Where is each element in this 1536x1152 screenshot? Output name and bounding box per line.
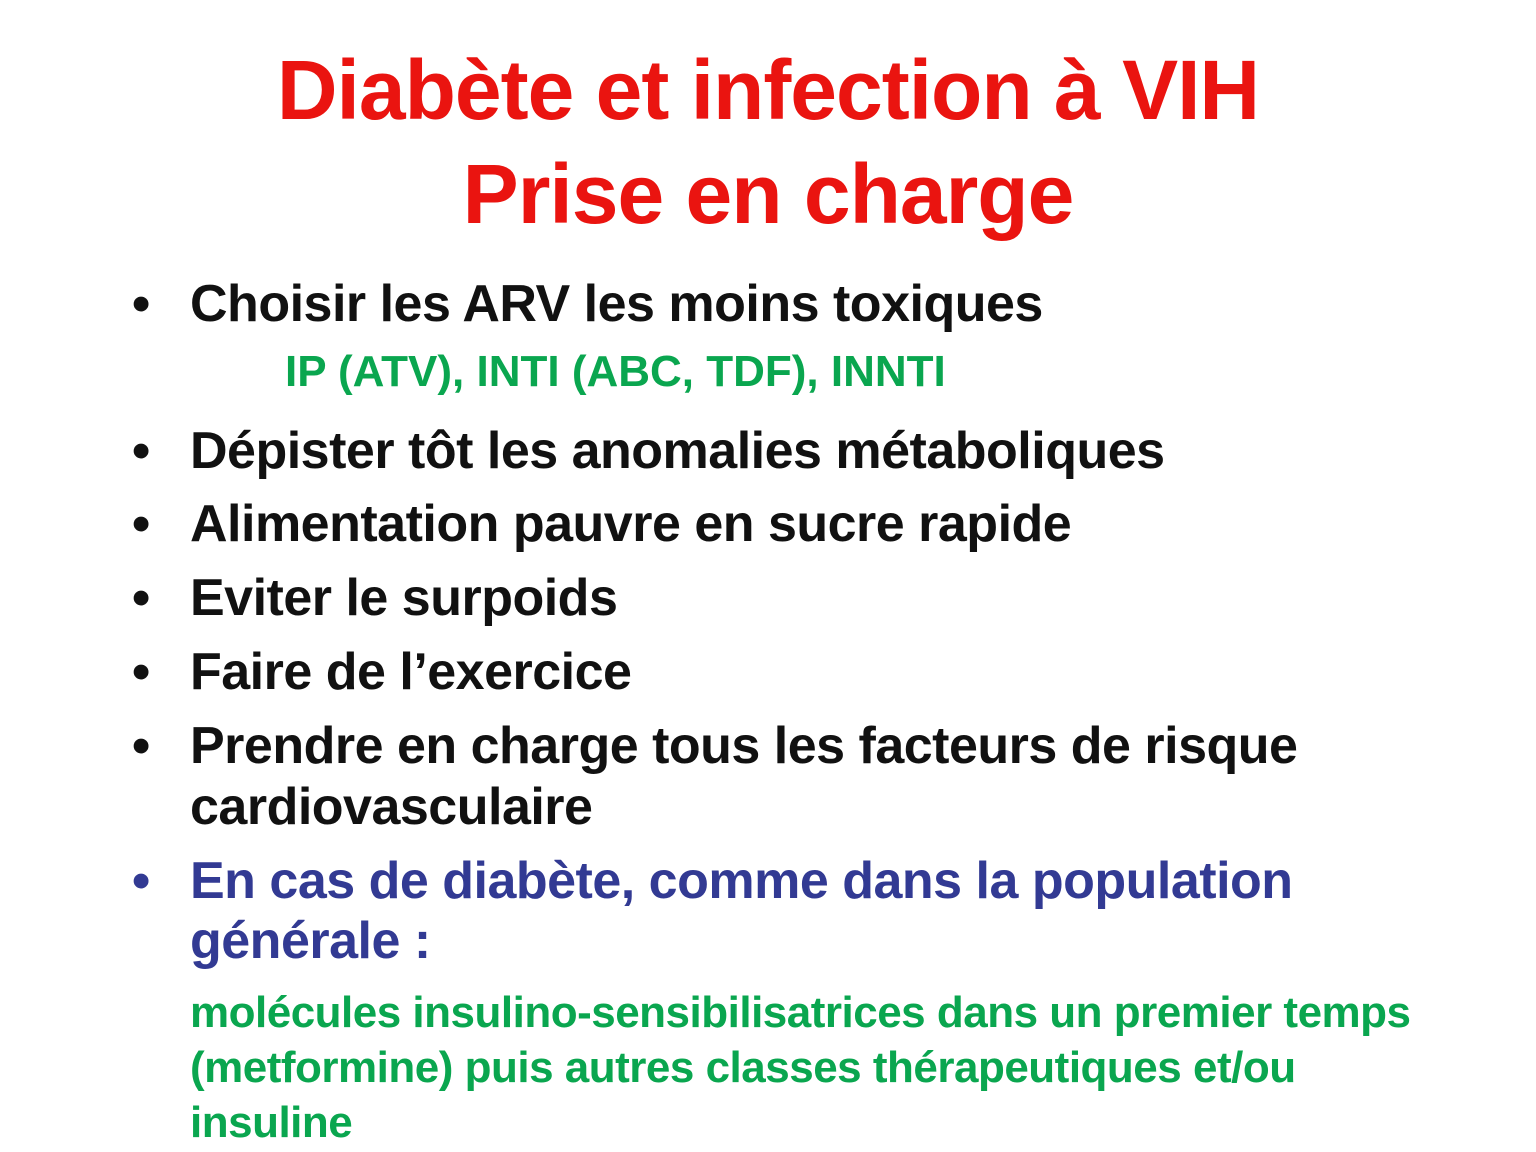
slide-title: Diabète et infection à VIH Prise en char… [0, 0, 1536, 246]
bullet-icon: • [132, 421, 150, 480]
bullet-text: cardiovasculaire [190, 777, 593, 836]
bullet-text: Eviter le surpoids [190, 569, 618, 628]
bullet-text: En cas de diabète, comme dans la populat… [190, 851, 1293, 910]
arv-detail-note: IP (ATV), INTI (ABC, TDF), INNTI [285, 347, 946, 397]
bullet-icon: • [132, 569, 150, 628]
bullet-text: Alimentation pauvre en sucre rapide [190, 495, 1072, 554]
bullet-icon: • [132, 275, 150, 334]
bullet-icon: • [132, 716, 150, 775]
bullet-item-depister: • Dépister tôt les anomalies métabolique… [130, 421, 1496, 482]
bullet-text: Dépister tôt les anomalies métaboliques [190, 421, 1165, 480]
slide-title-line-2: Prise en charge [462, 147, 1075, 242]
bullet-item-eviter-surpoids: • Eviter le surpoids [130, 568, 1496, 629]
bullet-text: générale : [190, 912, 431, 971]
bullet-item-exercice: • Faire de l’exercice [130, 642, 1496, 703]
bullet-item-alimentation: • Alimentation pauvre en sucre rapide [130, 494, 1496, 555]
treatment-note-line-2: (metformine) puis autres classes thérape… [190, 1043, 1296, 1093]
bullet-item-facteurs-risque: • Prendre en charge tous les facteurs de… [130, 716, 1496, 838]
treatment-note: molécules insulino-sensibilisatrices dan… [190, 985, 1496, 1150]
treatment-note-line-3: insuline [190, 1098, 353, 1148]
bullet-item-choisir-arv: • Choisir les ARV les moins toxiques [130, 274, 1496, 335]
slide-body: • Choisir les ARV les moins toxiques IP … [130, 274, 1496, 1150]
bullet-text: Prendre en charge tous les facteurs de r… [190, 716, 1298, 775]
bullet-text: Choisir les ARV les moins toxiques [190, 275, 1043, 334]
bullet-icon: • [132, 643, 150, 702]
bullet-icon: • [132, 851, 150, 910]
bullet-item-diabete-population: • En cas de diabète, comme dans la popul… [130, 851, 1496, 973]
bullet-text: Faire de l’exercice [190, 643, 632, 702]
treatment-note-line-1: molécules insulino-sensibilisatrices dan… [190, 988, 1411, 1038]
bullet-icon: • [132, 495, 150, 554]
slide-title-line-1: Diabète et infection à VIH [276, 43, 1260, 137]
